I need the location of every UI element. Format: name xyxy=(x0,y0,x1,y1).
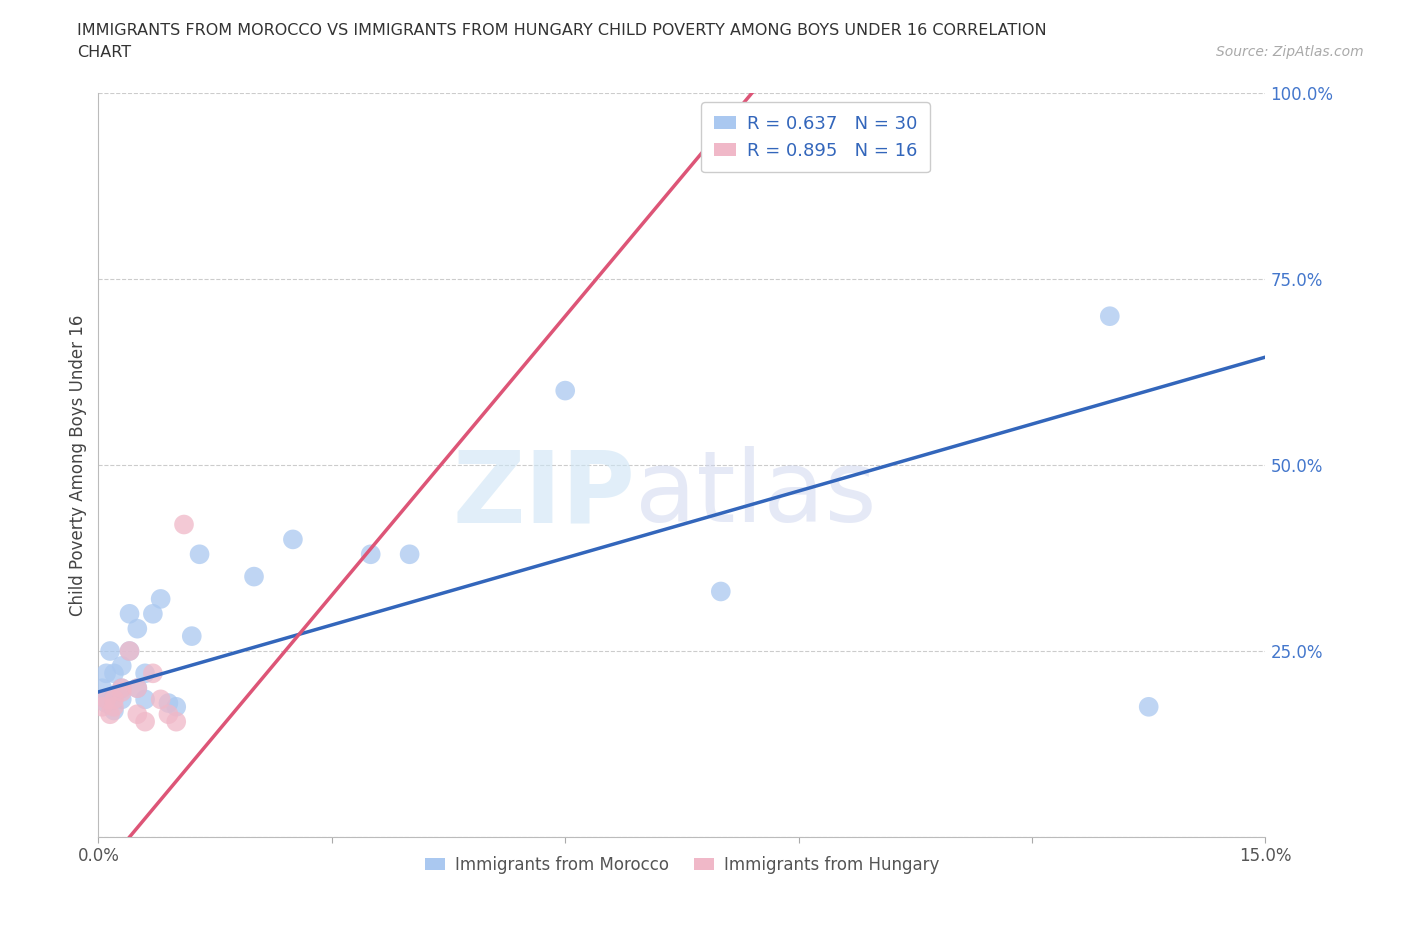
Text: ZIP: ZIP xyxy=(453,446,636,543)
Text: Source: ZipAtlas.com: Source: ZipAtlas.com xyxy=(1216,45,1364,59)
Point xyxy=(243,569,266,584)
Point xyxy=(96,666,118,681)
Point xyxy=(98,644,121,658)
Point xyxy=(180,629,202,644)
Text: CHART: CHART xyxy=(77,45,131,60)
Point xyxy=(118,606,141,621)
Point xyxy=(188,547,211,562)
Point xyxy=(173,517,195,532)
Text: atlas: atlas xyxy=(636,446,877,543)
Point xyxy=(111,692,134,707)
Point xyxy=(142,666,165,681)
Point xyxy=(157,707,180,722)
Point xyxy=(98,707,121,722)
Point xyxy=(103,703,125,718)
Point xyxy=(103,688,125,703)
Point xyxy=(91,681,114,696)
Point xyxy=(398,547,420,562)
Point xyxy=(1137,699,1160,714)
Point xyxy=(165,699,187,714)
Point xyxy=(134,666,156,681)
Point xyxy=(127,681,149,696)
Point xyxy=(127,681,149,696)
Point xyxy=(103,692,125,707)
Point xyxy=(111,681,134,696)
Point xyxy=(157,696,180,711)
Point xyxy=(134,714,156,729)
Point xyxy=(554,383,576,398)
Text: IMMIGRANTS FROM MOROCCO VS IMMIGRANTS FROM HUNGARY CHILD POVERTY AMONG BOYS UNDE: IMMIGRANTS FROM MOROCCO VS IMMIGRANTS FR… xyxy=(77,23,1047,38)
Legend: Immigrants from Morocco, Immigrants from Hungary: Immigrants from Morocco, Immigrants from… xyxy=(418,849,946,881)
Point xyxy=(91,699,114,714)
Point xyxy=(134,692,156,707)
Point xyxy=(127,707,149,722)
Point xyxy=(710,584,733,599)
Point xyxy=(1098,309,1121,324)
Point xyxy=(103,666,125,681)
Point xyxy=(142,606,165,621)
Point xyxy=(111,658,134,673)
Point xyxy=(118,644,141,658)
Point xyxy=(118,644,141,658)
Point xyxy=(127,621,149,636)
Point xyxy=(149,692,172,707)
Point xyxy=(165,714,187,729)
Point xyxy=(96,692,118,707)
Point xyxy=(149,591,172,606)
Point xyxy=(111,684,134,699)
Point xyxy=(96,696,118,711)
Point xyxy=(281,532,304,547)
Point xyxy=(103,699,125,714)
Point xyxy=(111,681,134,696)
Point xyxy=(360,547,382,562)
Y-axis label: Child Poverty Among Boys Under 16: Child Poverty Among Boys Under 16 xyxy=(69,314,87,616)
